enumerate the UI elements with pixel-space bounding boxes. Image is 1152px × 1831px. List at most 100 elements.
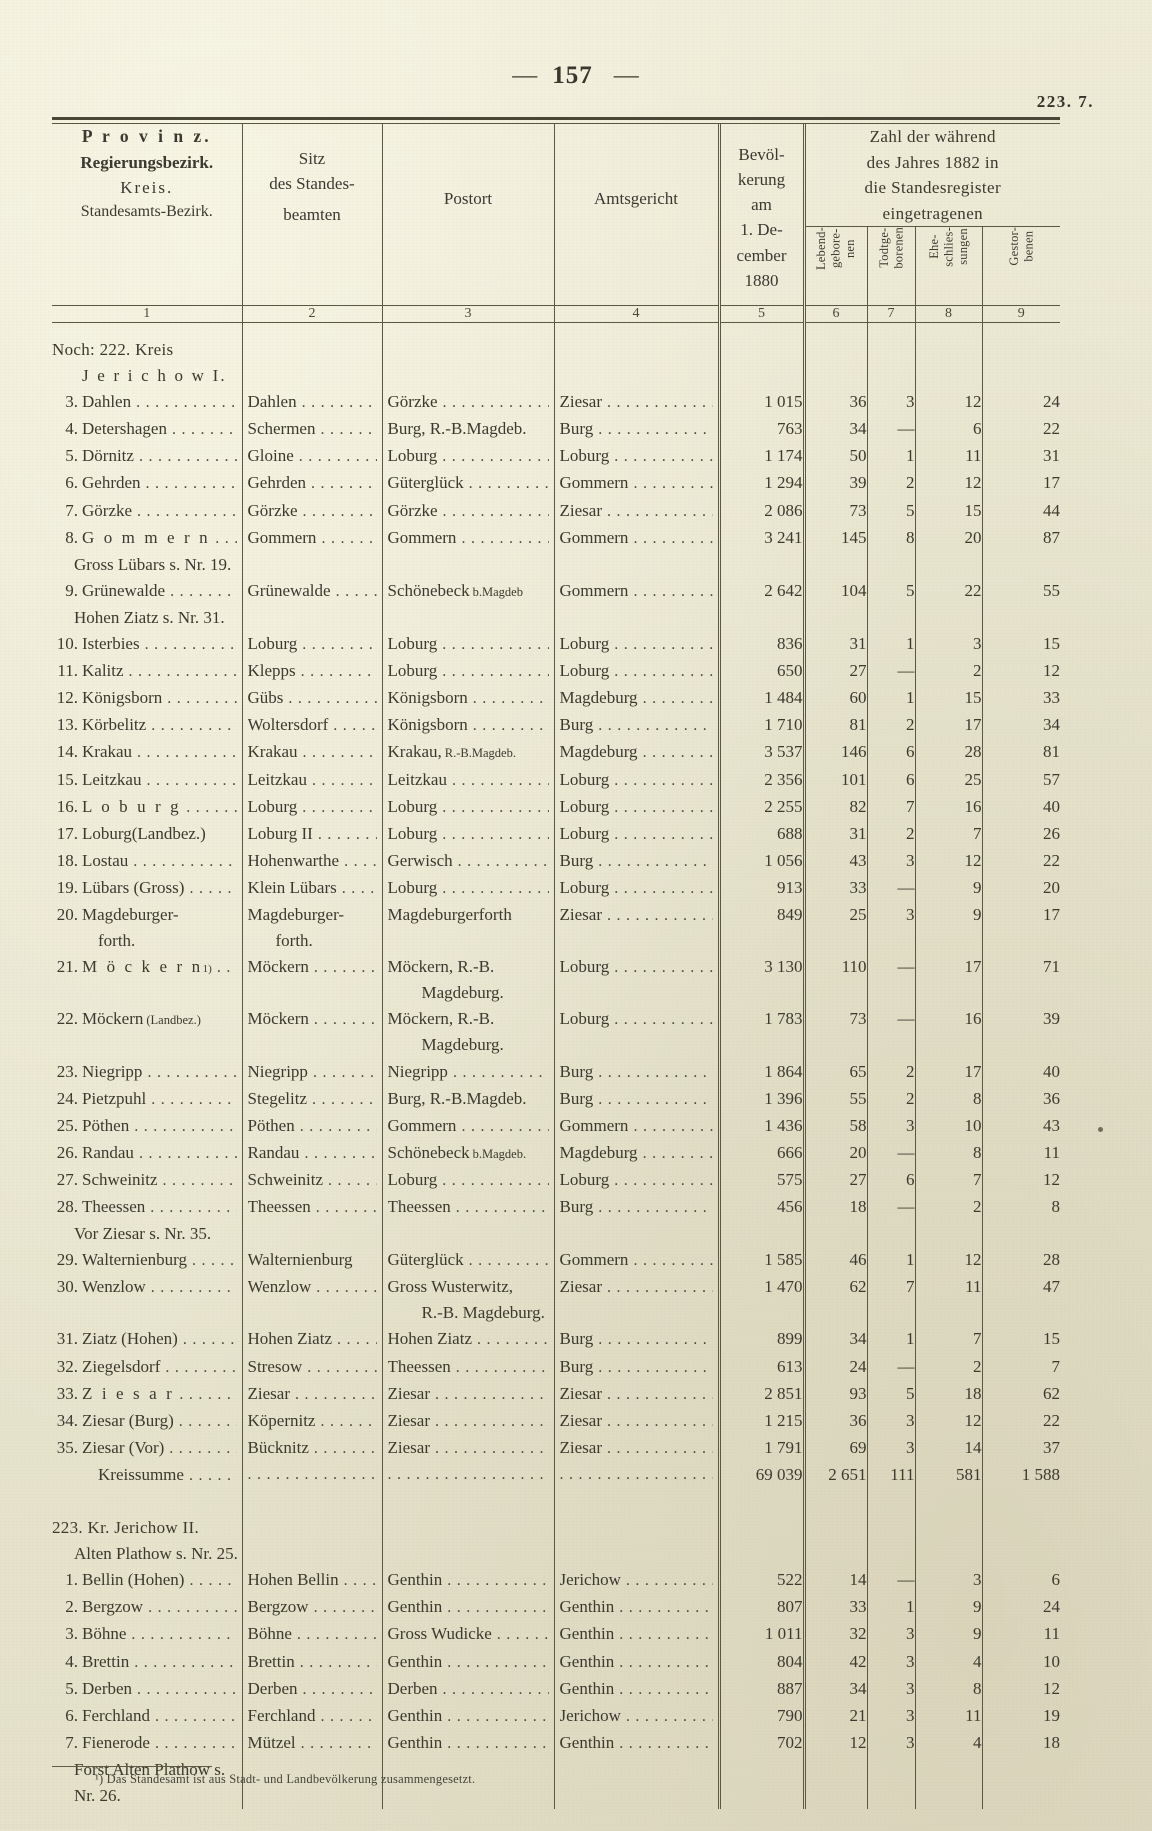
cell-todtgeborene: 6 — [867, 1166, 916, 1194]
leader-dots: .............................. — [320, 421, 376, 439]
standesamt-name: Görzke — [82, 500, 133, 520]
cell-text: Woltersdorf — [247, 715, 329, 735]
cell-todtgeborene: 1 — [867, 1326, 916, 1354]
table-number-label: 223. 7. — [1036, 92, 1094, 111]
cell-todtgeborene: 1 — [867, 685, 916, 713]
cell-lebendgeborene: 27 — [804, 1166, 868, 1194]
cell-bevoelkerung: 613 — [719, 1353, 806, 1381]
standesamt-line: 3.Dahlen.............................. — [52, 389, 242, 416]
cell-text: Gommern — [387, 527, 457, 547]
cell-postort: Loburg.............................. — [382, 874, 555, 902]
standesamt-name: Böhne — [82, 1624, 127, 1644]
note-filler — [867, 551, 916, 578]
leader-dots: .............................. — [301, 394, 377, 412]
row-index: 4. — [65, 1651, 78, 1671]
cell-amtsgericht: Gommern.............................. — [554, 1247, 721, 1275]
cell-standesamtsbezirk: 1.Bellin (Hohen)........................… — [52, 1567, 243, 1595]
cell-text: Genthin — [559, 1678, 615, 1698]
leader-dots: .............................. — [472, 690, 549, 708]
cell-text: Köpernitz — [247, 1410, 316, 1430]
colnum-8: 8 — [915, 305, 983, 323]
cell-bevoelkerung: 1 436 — [719, 1112, 806, 1140]
cell-gestorbene: 7 — [1051, 1356, 1061, 1376]
standesamt-name: Lübars (Gross) — [82, 877, 185, 897]
cell-bevoelkerung: 763 — [719, 416, 806, 444]
cell-sitz: Mützel.............................. — [242, 1729, 383, 1757]
leader-dots: .............................. — [311, 1090, 377, 1108]
leader-dots: .............................. — [169, 1439, 236, 1457]
leader-dots: .............................. — [447, 1707, 549, 1725]
cell-text: Ziesar — [387, 1437, 430, 1457]
cell-sitz: Schweinitz.............................. — [242, 1166, 383, 1194]
cell-eheschliessungen: 3 — [915, 1567, 983, 1595]
reference-note-row: Alten Plathow s. Nr. 25. — [52, 1541, 1060, 1568]
cell-standesamtsbezirk: 14.Krakau.............................. — [52, 739, 243, 767]
cell-gestorbene: 26 — [1043, 823, 1061, 843]
cell-bevoelkerung: 456 — [719, 1194, 806, 1222]
cell-eheschliessungen: 2 — [915, 1194, 983, 1222]
cell-lebendgeborene: 73 — [804, 1006, 868, 1059]
leader-dots: .............................. — [477, 1331, 549, 1349]
cell-standesamtsbezirk: 11.Kalitz.............................. — [52, 658, 243, 686]
section-title-filler — [719, 322, 806, 390]
cell-standesamtsbezirk: 28.Theessen.............................… — [52, 1194, 243, 1222]
cell-text: Genthin — [387, 1705, 443, 1725]
cell-lebendgeborene: 36 — [804, 1407, 868, 1435]
cell-text: Loburg — [559, 446, 610, 466]
leader-dots: .............................. — [442, 663, 548, 681]
standesamt-line: 10.Isterbies............................… — [52, 631, 242, 658]
cell-text: Loburg — [559, 1169, 610, 1189]
cell-lebendgeborene: 27 — [804, 658, 868, 686]
cell-eheschliessungen: 4 — [915, 1648, 983, 1676]
standesamt-line: 23.Niegripp.............................… — [52, 1059, 242, 1086]
cell-text: Magdeburg — [559, 688, 638, 708]
cell-text: Loburg — [559, 661, 610, 681]
cell-text: Niegripp — [387, 1061, 448, 1081]
column-number-row: 1 2 3 4 5 6 7 8 9 — [52, 305, 1061, 323]
cell-todtgeborene: — — [867, 416, 916, 444]
cell-gestorbene: 10 — [1043, 1651, 1061, 1671]
leader-dots: .............................. — [447, 1653, 549, 1671]
cell-sitz: Loburg II.............................. — [242, 820, 383, 848]
cell-postort: Görzke.............................. — [382, 389, 555, 417]
row-index: 31. — [56, 1329, 78, 1349]
cell-gestorbene: 39 — [1043, 1009, 1061, 1029]
leader-dots: .............................. — [642, 1144, 713, 1162]
cell-standesamtsbezirk: 29.Walternienburg.......................… — [52, 1247, 243, 1275]
cell-sitz: Gehrden.............................. — [242, 470, 383, 498]
cell-standesamtsbezirk: 4.Brettin.............................. — [52, 1648, 243, 1676]
leader-dots: .............................. — [144, 636, 237, 654]
standesamt-name: Ziatz (Hohen) — [82, 1329, 178, 1349]
row-index: 12. — [56, 688, 78, 708]
spacer-cell — [242, 1489, 383, 1516]
standesamt-name: Magdeburger- — [82, 904, 179, 924]
row-index: 19. — [56, 877, 78, 897]
cell-amtsgericht: Ziesar.............................. — [554, 901, 721, 955]
cell-text: Loburg — [559, 877, 610, 897]
leader-dots: .............................. — [496, 1626, 549, 1644]
cell-postort: Genthin.............................. — [382, 1702, 555, 1730]
leader-dots: .............................. — [189, 879, 237, 897]
leader-dots: .............................. — [461, 1117, 548, 1135]
cell-standesamtsbezirk: 27.Schweinitz...........................… — [52, 1166, 243, 1194]
leader-dots: .............................. — [442, 879, 548, 897]
table-row: 8.G o m m e r n.........................… — [52, 524, 1060, 552]
cell-amtsgericht: Genthin.............................. — [554, 1594, 721, 1622]
leader-dots: .............................. — [320, 1412, 376, 1430]
leader-dots: .............................. — [315, 1199, 377, 1216]
note-filler — [982, 1541, 1060, 1567]
cell-text: Schönebeck — [387, 580, 470, 600]
cell-lebendgeborene: 20 — [804, 1139, 868, 1167]
cell-amtsgericht: Jerichow.............................. — [554, 1702, 721, 1730]
leader-dots: .............................. — [148, 1599, 236, 1617]
leader-dots: .............................. — [442, 825, 548, 843]
cell-eheschliessungen: 9 — [915, 1621, 983, 1649]
section-title-row: 223. Kr. Jerichow II. — [52, 1515, 1060, 1542]
cell-text: Genthin — [387, 1597, 443, 1617]
cell-standesamtsbezirk: 15.Leitzkau.............................… — [52, 766, 243, 794]
leader-dots: .............................. — [619, 1599, 712, 1617]
page-number-header: — 157 — — [0, 62, 1152, 90]
row-index: 20. — [56, 904, 78, 924]
dash-right: — — [613, 62, 640, 89]
header-col-postort: Postort — [382, 124, 555, 306]
